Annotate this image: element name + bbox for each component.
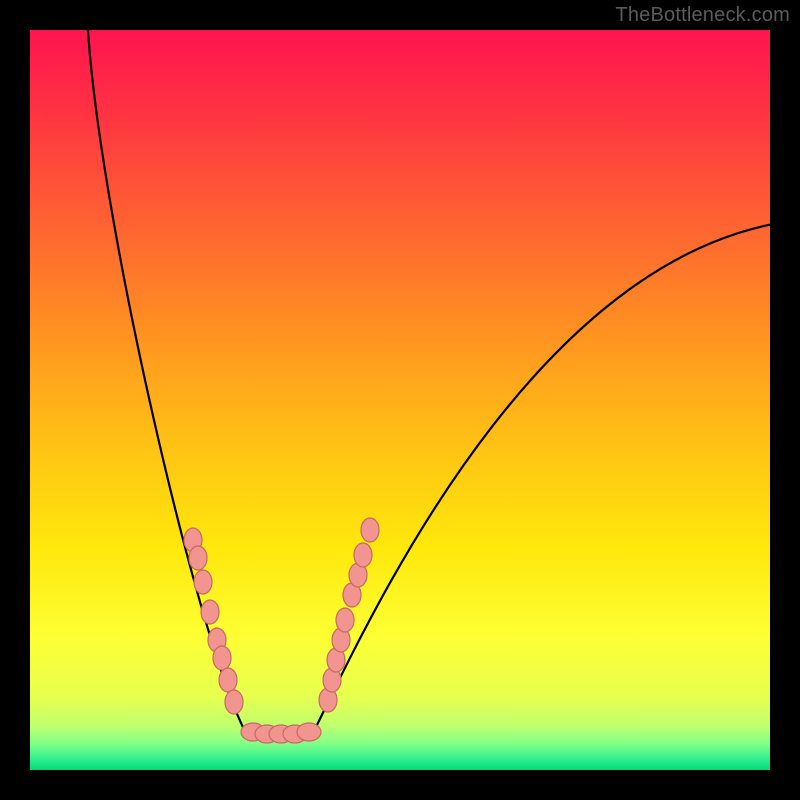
plot-area bbox=[30, 30, 800, 770]
bead-marker bbox=[354, 543, 372, 567]
bead-marker bbox=[194, 570, 212, 594]
bead-marker bbox=[201, 600, 219, 624]
bead-marker bbox=[225, 690, 243, 714]
bead-marker bbox=[213, 646, 231, 670]
bead-marker bbox=[189, 546, 207, 570]
gradient-background bbox=[30, 30, 770, 770]
bead-marker bbox=[219, 668, 237, 692]
bead-marker bbox=[361, 518, 379, 542]
bottleneck-chart bbox=[0, 0, 800, 800]
bead-marker bbox=[297, 723, 321, 741]
bead-marker bbox=[336, 608, 354, 632]
watermark-text: TheBottleneck.com bbox=[615, 4, 790, 27]
